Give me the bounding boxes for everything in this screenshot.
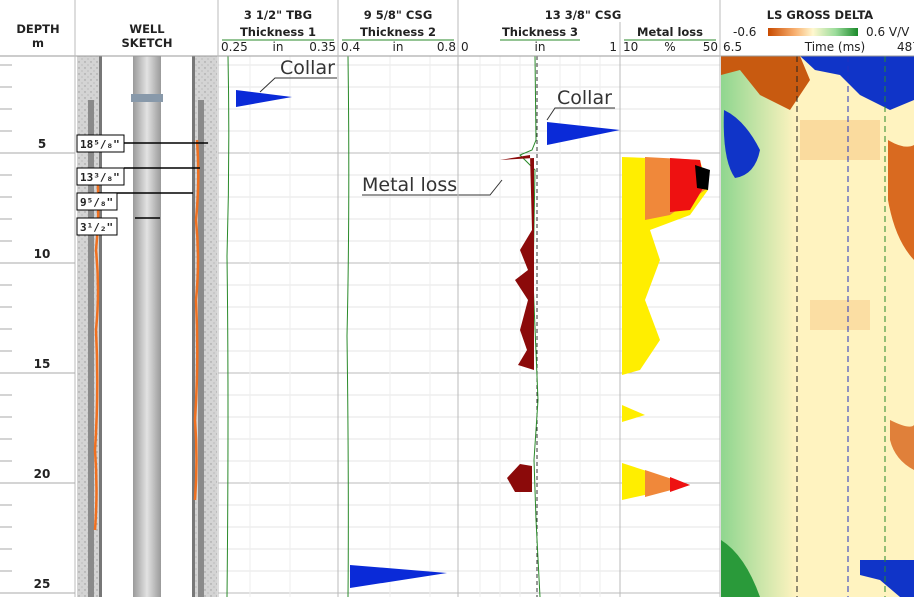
header: SKETCH bbox=[122, 36, 173, 50]
time-max: 487 bbox=[897, 40, 914, 54]
scale-unit: in bbox=[535, 40, 546, 54]
depth-label: 5 bbox=[38, 137, 46, 151]
well-sketch: 18⁵/₈" 13³/₈" 9⁵/₈" 3¹/₂" bbox=[77, 56, 217, 597]
curve-name: Thickness 1 bbox=[240, 25, 316, 39]
track-title: 13 3/8" CSG bbox=[545, 8, 622, 22]
header: m bbox=[32, 36, 44, 50]
scale-min: 0.25 bbox=[221, 40, 248, 54]
scale-min: 10 bbox=[623, 40, 638, 54]
depth-label: 10 bbox=[34, 247, 51, 261]
scale-max: 0.6 V/V bbox=[866, 25, 910, 39]
color-scale bbox=[768, 28, 858, 36]
heatmap bbox=[721, 56, 914, 597]
scale-unit: in bbox=[273, 40, 284, 54]
scale-min: -0.6 bbox=[733, 25, 756, 39]
curve-name: Metal loss bbox=[637, 25, 703, 39]
scale-min: 0.4 bbox=[341, 40, 360, 54]
sketch-label: 9⁵/₈" bbox=[80, 196, 113, 209]
track-title: 3 1/2" TBG bbox=[244, 8, 312, 22]
scale-max: 0.8 bbox=[437, 40, 456, 54]
scale-max: 1 bbox=[609, 40, 617, 54]
depth-label: 25 bbox=[34, 577, 51, 591]
annotation: Collar bbox=[557, 87, 612, 109]
scale-unit: in bbox=[393, 40, 404, 54]
track-title: LS GROSS DELTA bbox=[767, 8, 874, 22]
track-title: 9 5/8" CSG bbox=[364, 8, 433, 22]
sketch-label: 13³/₈" bbox=[80, 171, 120, 184]
curves bbox=[227, 56, 710, 597]
time-label: Time (ms) bbox=[804, 40, 866, 54]
header: WELL bbox=[129, 22, 165, 36]
depth-label: 15 bbox=[34, 357, 51, 371]
well-log: 18⁵/₈" 13³/₈" 9⁵/₈" 3¹/₂" Collar Collar … bbox=[0, 0, 914, 597]
curve-name: Thickness 2 bbox=[360, 25, 436, 39]
sketch-label: 3¹/₂" bbox=[80, 221, 113, 234]
scale-max: 0.35 bbox=[309, 40, 336, 54]
header: DEPTH bbox=[16, 22, 59, 36]
curve-name: Thickness 3 bbox=[502, 25, 578, 39]
depth-label: 20 bbox=[34, 467, 51, 481]
time-min: 6.5 bbox=[723, 40, 742, 54]
annotation: Metal loss bbox=[362, 174, 457, 196]
scale-unit: % bbox=[664, 40, 675, 54]
depth-axis: 5 10 15 20 25 bbox=[0, 65, 75, 593]
annotation: Collar bbox=[280, 57, 335, 79]
sketch-label: 18⁵/₈" bbox=[80, 138, 120, 151]
scale-min: 0 bbox=[461, 40, 469, 54]
scale-max: 50 bbox=[703, 40, 718, 54]
